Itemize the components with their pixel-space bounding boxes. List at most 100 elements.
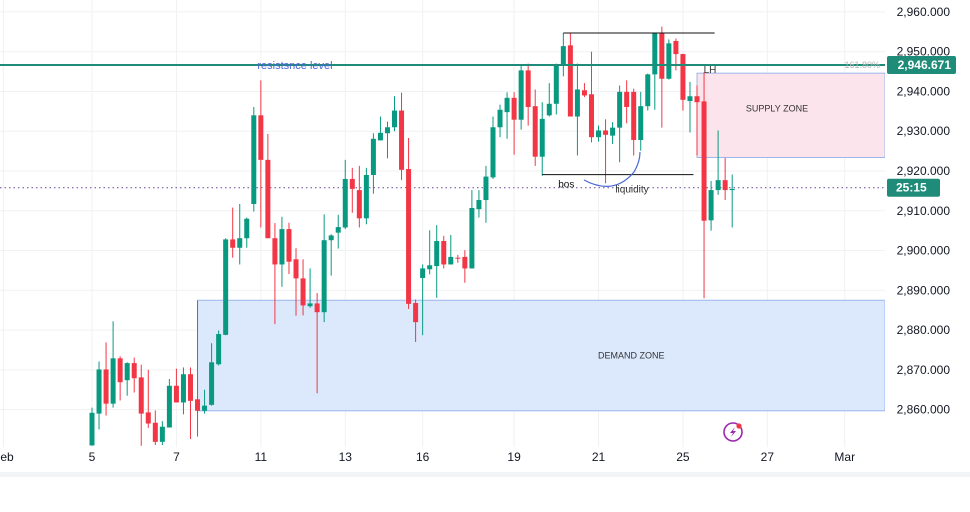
candle-bullish[interactable] xyxy=(202,389,208,414)
candle-bullish[interactable] xyxy=(159,421,165,446)
time-axis[interactable]: Feb 5 7 11 13 16 19 21 25 27 Mar xyxy=(0,450,855,464)
candle-bullish[interactable] xyxy=(574,63,580,156)
candle-bullish[interactable] xyxy=(617,85,623,163)
candle-bearish[interactable] xyxy=(631,88,637,156)
candle-bullish[interactable] xyxy=(497,104,503,138)
candle-bullish[interactable] xyxy=(279,216,285,287)
candle-bearish[interactable] xyxy=(532,89,538,166)
candle-bullish[interactable] xyxy=(427,230,433,275)
candle-bullish[interactable] xyxy=(392,96,398,132)
demand-zone[interactable] xyxy=(197,299,886,412)
candle-bullish[interactable] xyxy=(483,165,489,223)
candle-bearish[interactable] xyxy=(624,80,630,124)
supply-zone[interactable] xyxy=(696,72,886,158)
candle-bearish[interactable] xyxy=(152,410,158,446)
candle-bearish[interactable] xyxy=(138,364,144,446)
candle-bullish[interactable] xyxy=(363,167,369,225)
candle-bullish[interactable] xyxy=(645,73,651,111)
candle-bearish[interactable] xyxy=(187,367,193,440)
candle-bearish[interactable] xyxy=(441,235,447,269)
candle-bearish[interactable] xyxy=(659,26,665,128)
candle-bullish[interactable] xyxy=(638,91,644,151)
candle-bearish[interactable] xyxy=(567,33,573,117)
candle-bullish[interactable] xyxy=(715,130,721,195)
candle-bullish[interactable] xyxy=(370,133,376,194)
candle-bullish[interactable] xyxy=(110,321,116,408)
candle-bullish[interactable] xyxy=(610,122,616,144)
candle-bearish[interactable] xyxy=(603,119,609,184)
candle-bearish[interactable] xyxy=(258,80,264,228)
candle-bearish[interactable] xyxy=(588,51,594,143)
candle-bullish[interactable] xyxy=(687,81,693,133)
candle-bullish[interactable] xyxy=(307,268,313,308)
candle-bearish[interactable] xyxy=(349,167,355,213)
candle-bullish[interactable] xyxy=(448,235,454,265)
candle-bullish[interactable] xyxy=(223,238,229,336)
candle-bullish[interactable] xyxy=(469,190,475,269)
candle-bearish[interactable] xyxy=(462,250,468,283)
candle-bearish[interactable] xyxy=(103,342,109,416)
liquidity-arc[interactable] xyxy=(583,151,641,187)
candle-bearish[interactable] xyxy=(286,222,292,275)
candle-bearish[interactable] xyxy=(265,134,271,239)
candle-bullish[interactable] xyxy=(377,116,383,141)
candle-bullish[interactable] xyxy=(553,63,559,115)
candle-bullish[interactable] xyxy=(237,204,243,265)
candle-bearish[interactable] xyxy=(511,92,517,155)
candle-bearish[interactable] xyxy=(195,300,201,437)
candle-bullish[interactable] xyxy=(596,125,602,142)
candlestick-chart[interactable]: DEMAND ZONE SUPPLY ZONE resistsnce level… xyxy=(0,0,970,472)
candle-bullish[interactable] xyxy=(490,116,496,179)
candle-bullish[interactable] xyxy=(652,33,658,110)
candle-bullish[interactable] xyxy=(328,234,334,276)
candle-bullish[interactable] xyxy=(335,214,341,249)
candle-bullish[interactable] xyxy=(251,106,257,212)
candle-bullish[interactable] xyxy=(504,92,510,139)
candle-bearish[interactable] xyxy=(293,248,299,316)
candle-bearish[interactable] xyxy=(399,92,405,181)
candle-bullish[interactable] xyxy=(560,33,566,77)
candle-bullish[interactable] xyxy=(180,367,186,415)
candle-bearish[interactable] xyxy=(272,223,278,325)
candle-bearish[interactable] xyxy=(145,369,151,428)
lightning-icon[interactable] xyxy=(723,422,743,442)
candle-bearish[interactable] xyxy=(356,165,362,228)
candle-bearish[interactable] xyxy=(581,83,587,98)
candle-bearish[interactable] xyxy=(131,357,137,393)
candle-bearish[interactable] xyxy=(117,356,123,401)
candle-bearish[interactable] xyxy=(722,157,728,201)
candle-bullish[interactable] xyxy=(708,180,714,231)
candle-bullish[interactable] xyxy=(729,174,735,228)
candle-bearish[interactable] xyxy=(314,293,320,394)
candle-bearish[interactable] xyxy=(455,254,461,263)
candle-bullish[interactable] xyxy=(166,378,172,428)
price-axis[interactable]: 2,860.000 2,870.000 2,880.000 2,890.000 2,90… xyxy=(885,0,970,472)
candle-bearish[interactable] xyxy=(680,53,686,111)
candle-bearish[interactable] xyxy=(173,368,179,403)
candle-bullish[interactable] xyxy=(89,407,95,446)
candle-bearish[interactable] xyxy=(300,259,306,316)
candle-bullish[interactable] xyxy=(476,190,482,218)
candle-bearish[interactable] xyxy=(413,299,419,343)
candle-bearish[interactable] xyxy=(694,85,700,156)
candle-bullish[interactable] xyxy=(539,102,545,176)
candle-bullish[interactable] xyxy=(321,214,327,323)
candle-bullish[interactable] xyxy=(342,159,348,230)
candle-bullish[interactable] xyxy=(96,361,102,430)
candle-bullish[interactable] xyxy=(666,39,672,80)
candle-bullish[interactable] xyxy=(518,65,524,130)
candle-bullish[interactable] xyxy=(216,330,222,366)
candle-bearish[interactable] xyxy=(525,63,531,126)
candle-bullish[interactable] xyxy=(209,343,215,406)
candle-bullish[interactable] xyxy=(434,225,440,298)
candle-body xyxy=(321,240,327,313)
candle-bullish[interactable] xyxy=(244,217,250,248)
candle-body xyxy=(251,115,257,205)
candle-bearish[interactable] xyxy=(406,137,412,310)
candle-bearish[interactable] xyxy=(701,72,707,299)
candle-bearish[interactable] xyxy=(230,207,236,258)
candle-bullish[interactable] xyxy=(420,264,426,336)
candle-bullish[interactable] xyxy=(546,83,552,117)
candle-bullish[interactable] xyxy=(124,362,130,396)
candle-bullish[interactable] xyxy=(384,121,390,159)
